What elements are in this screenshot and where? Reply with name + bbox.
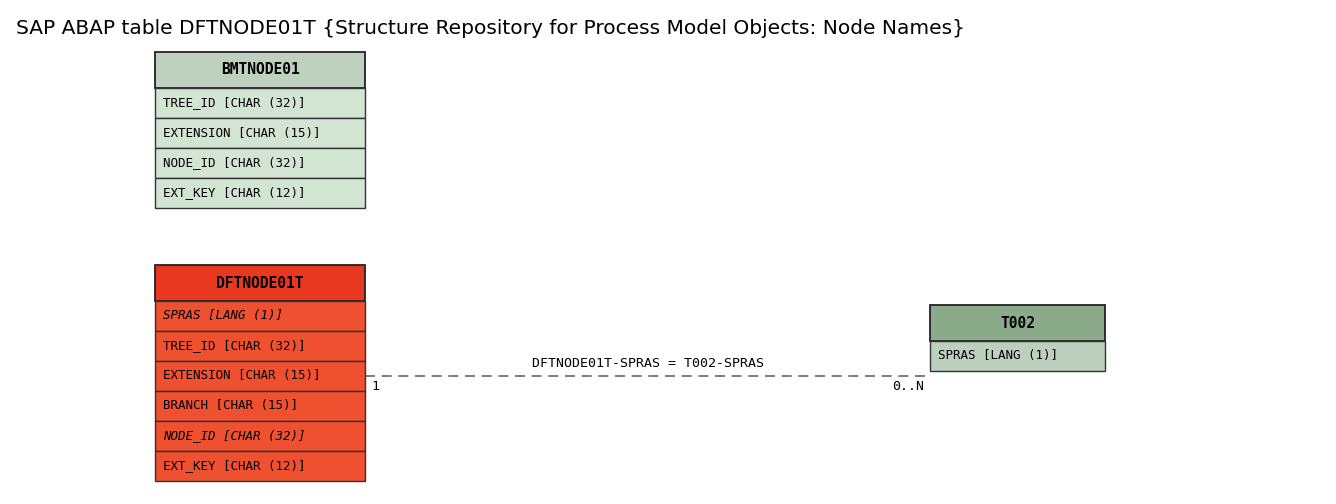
Bar — [930, 305, 1105, 341]
Text: BRANCH [CHAR (15)]: BRANCH [CHAR (15)] — [163, 400, 298, 412]
Text: NODE_ID [CHAR (32)]: NODE_ID [CHAR (32)] — [163, 157, 306, 169]
Text: TREE_ID [CHAR (32)]: TREE_ID [CHAR (32)] — [163, 96, 306, 109]
Text: BMTNODE01: BMTNODE01 — [220, 62, 299, 78]
Bar — [155, 178, 365, 208]
Bar — [155, 88, 365, 118]
Text: SPRAS [LANG (1)]: SPRAS [LANG (1)] — [938, 349, 1058, 362]
Bar — [155, 265, 365, 301]
Bar — [155, 361, 365, 391]
Text: 0..N: 0..N — [892, 380, 925, 393]
Text: EXTENSION [CHAR (15)]: EXTENSION [CHAR (15)] — [163, 369, 321, 383]
Bar — [155, 52, 365, 88]
Text: DFTNODE01T-SPRAS = T002-SPRAS: DFTNODE01T-SPRAS = T002-SPRAS — [532, 357, 763, 370]
Bar — [155, 301, 365, 331]
Text: 1: 1 — [371, 380, 379, 393]
Text: EXT_KEY [CHAR (12)]: EXT_KEY [CHAR (12)] — [163, 186, 306, 200]
Bar — [155, 421, 365, 451]
Bar — [155, 451, 365, 481]
Text: SPRAS [LANG (1)]: SPRAS [LANG (1)] — [163, 309, 283, 323]
Text: DFTNODE01T: DFTNODE01T — [216, 276, 303, 290]
Text: EXTENSION [CHAR (15)]: EXTENSION [CHAR (15)] — [163, 127, 321, 140]
Text: T002: T002 — [1001, 316, 1035, 331]
Text: EXT_KEY [CHAR (12)]: EXT_KEY [CHAR (12)] — [163, 460, 306, 473]
Text: SAP ABAP table DFTNODE01T {Structure Repository for Process Model Objects: Node : SAP ABAP table DFTNODE01T {Structure Rep… — [16, 19, 965, 37]
Bar — [155, 391, 365, 421]
Text: TREE_ID [CHAR (32)]: TREE_ID [CHAR (32)] — [163, 340, 306, 352]
Bar — [155, 148, 365, 178]
Bar — [155, 331, 365, 361]
Text: NODE_ID [CHAR (32)]: NODE_ID [CHAR (32)] — [163, 429, 306, 443]
Bar — [155, 118, 365, 148]
Bar — [930, 341, 1105, 371]
